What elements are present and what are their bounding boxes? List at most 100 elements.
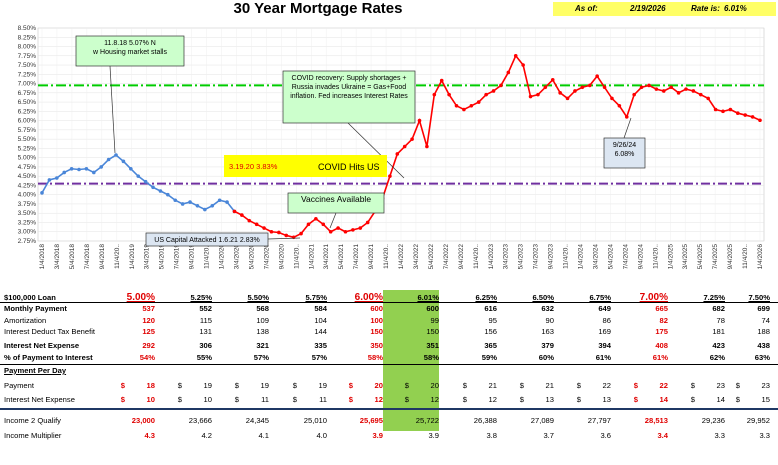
data-point bbox=[469, 103, 474, 108]
data-point bbox=[55, 176, 59, 180]
rate-value: 6.01% bbox=[724, 4, 747, 13]
data-point bbox=[587, 83, 592, 88]
x-tick-label: 7/4/2019 bbox=[174, 244, 181, 270]
x-tick-label: 7/4/2018 bbox=[84, 244, 91, 270]
dollar-sign: $ bbox=[177, 381, 182, 390]
row-value: 144 bbox=[314, 327, 327, 336]
row-value: 131 bbox=[199, 327, 212, 336]
data-point bbox=[240, 213, 244, 217]
row-value: 351 bbox=[426, 341, 439, 350]
row-value: 62% bbox=[709, 353, 725, 362]
per-day-value: 21 bbox=[545, 381, 554, 390]
data-point bbox=[40, 191, 44, 195]
data-point bbox=[565, 96, 570, 101]
y-tick-label: 3.75% bbox=[18, 201, 37, 208]
data-point bbox=[262, 226, 266, 230]
table-divider bbox=[0, 364, 778, 365]
row-value: 104 bbox=[314, 316, 327, 325]
per-day-value: 19 bbox=[260, 381, 269, 390]
x-tick-label: 9/4/2025 bbox=[727, 244, 734, 270]
row-value: 379 bbox=[541, 341, 554, 350]
income-value: 25,695 bbox=[359, 416, 383, 425]
data-point bbox=[543, 85, 548, 90]
x-tick-label: 3/4/2021 bbox=[323, 244, 330, 270]
data-point bbox=[84, 166, 89, 171]
data-point bbox=[158, 189, 163, 193]
row-value: 181 bbox=[712, 327, 725, 336]
dollar-sign: $ bbox=[519, 381, 524, 390]
income-value: 28,513 bbox=[644, 416, 668, 425]
row-value: 169 bbox=[598, 327, 611, 336]
row-value: 665 bbox=[655, 304, 668, 313]
data-point bbox=[151, 185, 155, 190]
y-tick-label: 7.00% bbox=[18, 81, 37, 88]
covid-recovery-callout-text: Russia invades Ukraine = Gas+Food bbox=[292, 84, 406, 91]
mortgage-rate-chart: 2.75% 3.00% 3.25% 3.50% 3.75% 4.00% 4.25% 4.50%… bbox=[18, 25, 765, 270]
x-tick-label: 9/4/2022 bbox=[458, 244, 465, 270]
vaccines-callout-box bbox=[287, 192, 385, 214]
data-point bbox=[506, 70, 511, 75]
y-tick-label: 7.75% bbox=[18, 53, 37, 60]
y-tick-label: 4.75% bbox=[18, 164, 37, 171]
data-point bbox=[639, 85, 644, 90]
x-tick-label: 5/4/2022 bbox=[428, 244, 435, 270]
dollar-sign: $ bbox=[462, 395, 467, 404]
x-tick-label: 1/4/2026 bbox=[757, 244, 764, 270]
x-tick-label: 5/4/2019 bbox=[159, 244, 166, 270]
data-point bbox=[269, 229, 274, 234]
per-day-value: 12 bbox=[374, 395, 383, 404]
y-tick-label: 4.25% bbox=[18, 182, 37, 189]
x-tick-label: 7/4/2023 bbox=[533, 244, 540, 270]
row-value: 78 bbox=[716, 316, 725, 325]
row-value: 682 bbox=[712, 304, 725, 313]
x-tick-label: 1/4/2023 bbox=[488, 244, 495, 270]
income-value: 25,010 bbox=[303, 416, 327, 425]
per-day-value: 21 bbox=[488, 381, 497, 390]
data-point bbox=[402, 144, 407, 149]
y-tick-label: 3.50% bbox=[18, 210, 37, 217]
x-tick-label: 11/4/20.. bbox=[563, 244, 570, 269]
row-value: 321 bbox=[256, 341, 269, 350]
income-value: 3.9 bbox=[372, 431, 383, 440]
x-tick-label: 9/4/2018 bbox=[99, 244, 106, 270]
table-row: Interest Net Expense 292 306 321 335 350 351 36… bbox=[0, 340, 778, 351]
data-point bbox=[321, 222, 326, 227]
row-label: Interest Net Expense bbox=[4, 341, 80, 350]
capitol-callout-box bbox=[145, 232, 269, 247]
y-tick-label: 8.50% bbox=[18, 25, 37, 32]
data-point bbox=[299, 231, 303, 236]
capitol-leader bbox=[267, 237, 301, 240]
row-value: 150 bbox=[370, 327, 383, 336]
row-value: 568 bbox=[256, 304, 269, 313]
data-point bbox=[121, 159, 126, 164]
x-tick-label: 5/4/2020 bbox=[248, 244, 255, 270]
income-value: 3.3 bbox=[714, 431, 725, 440]
per-day-value: 10 bbox=[146, 395, 155, 404]
data-point bbox=[129, 166, 133, 171]
data-point bbox=[284, 233, 289, 238]
row-value: 306 bbox=[199, 341, 212, 350]
table-divider bbox=[0, 408, 778, 410]
row-value: 632 bbox=[541, 304, 554, 313]
rate-header: 6.01% bbox=[417, 293, 439, 302]
table-row: Monthly Payment 537 552 568 584 600 600 616 632 6… bbox=[0, 303, 778, 314]
data-point bbox=[180, 202, 185, 206]
income-value: 29,236 bbox=[701, 416, 725, 425]
rate-header: 7.50% bbox=[748, 293, 770, 302]
x-tick-label: 1/4/2024 bbox=[578, 244, 585, 270]
sep24-callout-box bbox=[603, 137, 646, 169]
covid-hits-text: COVID Hits US bbox=[318, 162, 380, 172]
as-of-value: 2/19/2026 bbox=[630, 4, 666, 13]
income-value: 26,388 bbox=[473, 416, 497, 425]
rate-label: Rate is: bbox=[691, 4, 720, 13]
housing-callout-text: 11.8.18 5.07% N bbox=[104, 40, 156, 47]
data-point bbox=[136, 174, 141, 178]
row-value: 95 bbox=[488, 316, 497, 325]
row-value: 55% bbox=[196, 353, 212, 362]
dollar-sign: $ bbox=[404, 395, 409, 404]
data-point bbox=[632, 92, 636, 97]
row-value: 138 bbox=[256, 327, 269, 336]
table-row: % of Payment to Interest 54% 55% 57% 57% 58% 5… bbox=[0, 352, 778, 363]
data-point bbox=[669, 85, 673, 90]
data-point bbox=[306, 222, 311, 227]
